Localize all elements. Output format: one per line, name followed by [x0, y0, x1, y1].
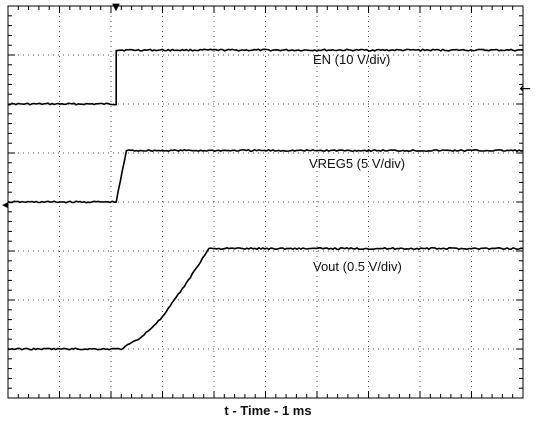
trace-label-vreg5: VREG5 (5 V/div) — [309, 156, 405, 171]
trace-line-2 — [7, 149, 524, 204]
x-axis-title: t - Time - 1 ms — [224, 403, 312, 418]
level-arrow-icon: ← — [519, 81, 531, 97]
trigger-marker-icon: ▼ — [112, 2, 120, 13]
trace-line-3 — [7, 247, 524, 351]
traces — [7, 48, 524, 351]
oscilloscope-plot: EN (10 V/div) VREG5 (5 V/div) Vout (0.5 … — [2, 2, 531, 399]
trace-label-vout: Vout (0.5 V/div) — [313, 259, 402, 274]
trace-label-en: EN (10 V/div) — [313, 52, 390, 67]
trace-line-1 — [7, 48, 524, 106]
ground-marker-icon: ◂ — [2, 198, 8, 211]
